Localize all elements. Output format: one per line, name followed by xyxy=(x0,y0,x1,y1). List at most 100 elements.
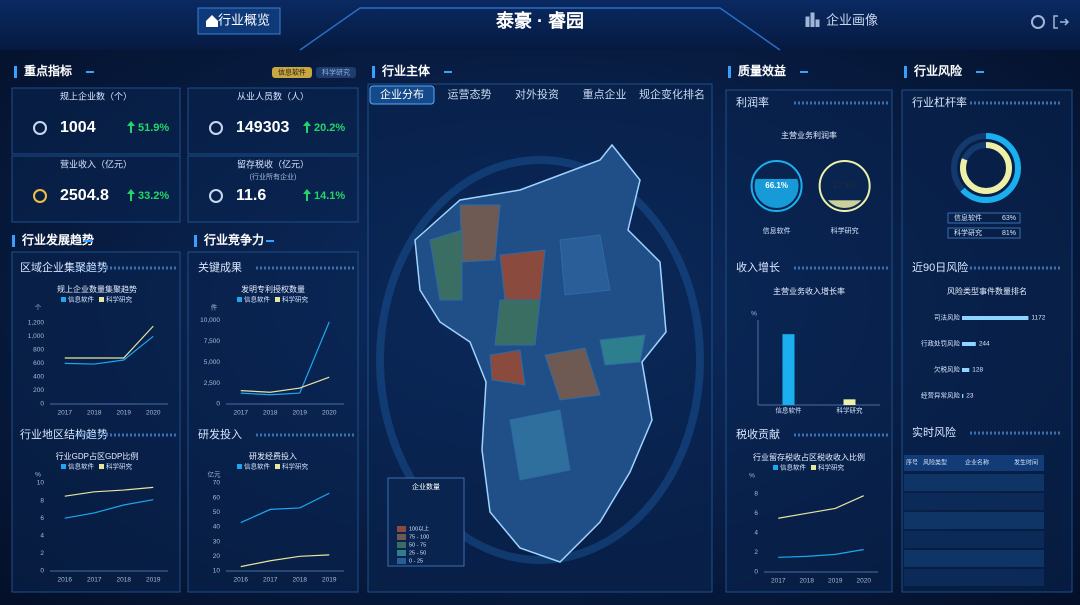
legend-swatch xyxy=(397,534,406,540)
x-tick-label: 2019 xyxy=(828,578,843,585)
card-value: 149303 xyxy=(236,119,289,136)
y-tick-label: 2 xyxy=(754,549,758,556)
legend-label: 0 - 25 xyxy=(409,558,423,564)
card-icon xyxy=(209,189,223,203)
table-row[interactable] xyxy=(904,493,1044,510)
nav-item: 行业概览 xyxy=(218,12,270,27)
y-tick-label: 10 xyxy=(213,568,221,575)
legend-box xyxy=(947,212,1021,224)
section-title: 行业主体 xyxy=(381,63,431,78)
x-tick-label: 2018 xyxy=(87,410,102,417)
table-header-cell: 发生时间 xyxy=(1014,459,1038,467)
table-header-cell: 企业名称 xyxy=(965,459,989,467)
legend-title: 企业数量 xyxy=(412,482,440,491)
bar xyxy=(962,316,1029,320)
table-row[interactable] xyxy=(904,531,1044,548)
table-row[interactable] xyxy=(904,512,1044,529)
panel xyxy=(11,251,181,593)
x-tick-label: 2020 xyxy=(146,410,161,417)
x-tick-label: 2017 xyxy=(263,577,278,584)
chart-title: 研发经费投入 xyxy=(249,451,297,461)
line xyxy=(240,492,330,524)
legend-label: 信息软件 xyxy=(68,462,95,471)
legend-label: 科学研究 xyxy=(282,295,309,304)
tab-label: 企业分布 xyxy=(380,87,424,101)
toggle[interactable] xyxy=(316,67,356,78)
ring-arc xyxy=(951,133,1021,203)
tab-active[interactable] xyxy=(369,85,435,105)
x-tick-label: 2018 xyxy=(263,410,278,417)
chart-title: 行业留存税收占区税收收入比例 xyxy=(753,452,865,462)
y-tick-label: 40 xyxy=(213,524,221,531)
tab-label: 规企变化排名 xyxy=(639,87,705,101)
legend-swatch xyxy=(397,558,406,564)
map-region[interactable] xyxy=(599,334,646,366)
section-title: 行业竞争力 xyxy=(203,232,264,247)
panel-subtitle: 税收贡献 xyxy=(736,427,780,441)
x-tick-label: 2017 xyxy=(87,577,102,584)
table-row[interactable] xyxy=(904,550,1044,567)
panel-subtitle: 收入增长 xyxy=(736,260,780,274)
panel-subtitle: 实时风险 xyxy=(912,425,956,439)
nav-button[interactable] xyxy=(197,7,281,35)
map-region[interactable] xyxy=(459,204,501,263)
map-region[interactable] xyxy=(509,409,571,481)
legend-label: 科学研究 xyxy=(818,463,845,472)
legend-swatch xyxy=(397,526,406,532)
line xyxy=(240,376,330,393)
map-region[interactable] xyxy=(559,234,611,296)
map-region[interactable] xyxy=(494,299,541,346)
section-title: 行业发展趋势 xyxy=(21,232,94,247)
toggle-label: 信息软件 xyxy=(278,67,306,76)
x-tick-label: 2020 xyxy=(322,410,337,417)
y-tick-label: 60 xyxy=(213,494,221,501)
chart-icon xyxy=(805,12,820,27)
tab-label: 运营态势 xyxy=(448,87,492,101)
toggle[interactable] xyxy=(272,67,312,78)
legend-label: 信息软件 xyxy=(780,463,807,472)
y-axis-label: 亿元 xyxy=(208,470,222,479)
section-marker xyxy=(728,66,731,78)
table-row[interactable] xyxy=(904,474,1044,491)
legend-label: 信息软件 xyxy=(954,213,982,222)
up-arrow xyxy=(127,189,135,201)
line xyxy=(64,325,154,359)
x-tick-label: 2019 xyxy=(293,410,308,417)
panel-subtitle: 研发投入 xyxy=(198,427,242,441)
map-region[interactable] xyxy=(489,349,526,386)
bar-category: 欠税风险 xyxy=(934,365,961,374)
section-marker xyxy=(12,235,15,247)
settings-icon[interactable] xyxy=(1031,15,1045,29)
map-region[interactable] xyxy=(429,229,463,301)
x-tick-label: 2016 xyxy=(58,577,73,584)
table-header-cell: 序号 xyxy=(906,459,918,467)
map-region[interactable] xyxy=(499,249,546,301)
card-value: 11.6 xyxy=(236,187,266,204)
bar-category: 司法风险 xyxy=(934,313,961,322)
logout-icon[interactable] xyxy=(1053,15,1070,29)
card-change: 33.2% xyxy=(138,190,169,202)
bar xyxy=(782,334,795,405)
y-tick-label: 600 xyxy=(33,360,44,367)
y-tick-label: 6 xyxy=(754,510,758,517)
x-tick-label: 2017 xyxy=(234,410,249,417)
bar xyxy=(962,368,970,372)
legend-label: 科学研究 xyxy=(282,462,309,471)
map-region[interactable] xyxy=(544,347,601,401)
table-row[interactable] xyxy=(904,569,1044,586)
bar-value: 128 xyxy=(972,367,983,374)
chart-title: 主营业务利润率 xyxy=(781,130,837,140)
legend-label: 25 - 50 xyxy=(409,550,426,556)
card-value: 1004 xyxy=(60,119,96,136)
section-marker xyxy=(14,66,17,78)
bar-category: 行政处罚风险 xyxy=(921,339,961,348)
table-header-cell: 风险类型 xyxy=(923,459,947,467)
y-tick-label: 400 xyxy=(33,374,44,381)
panel-subtitle: 行业杠杆率 xyxy=(912,95,967,109)
chart-title: 发明专利授权数量 xyxy=(241,284,305,294)
legend-label: 50 - 75 xyxy=(409,542,426,548)
y-tick-label: 1,200 xyxy=(28,319,45,326)
map xyxy=(376,143,704,564)
up-arrow xyxy=(303,189,311,201)
